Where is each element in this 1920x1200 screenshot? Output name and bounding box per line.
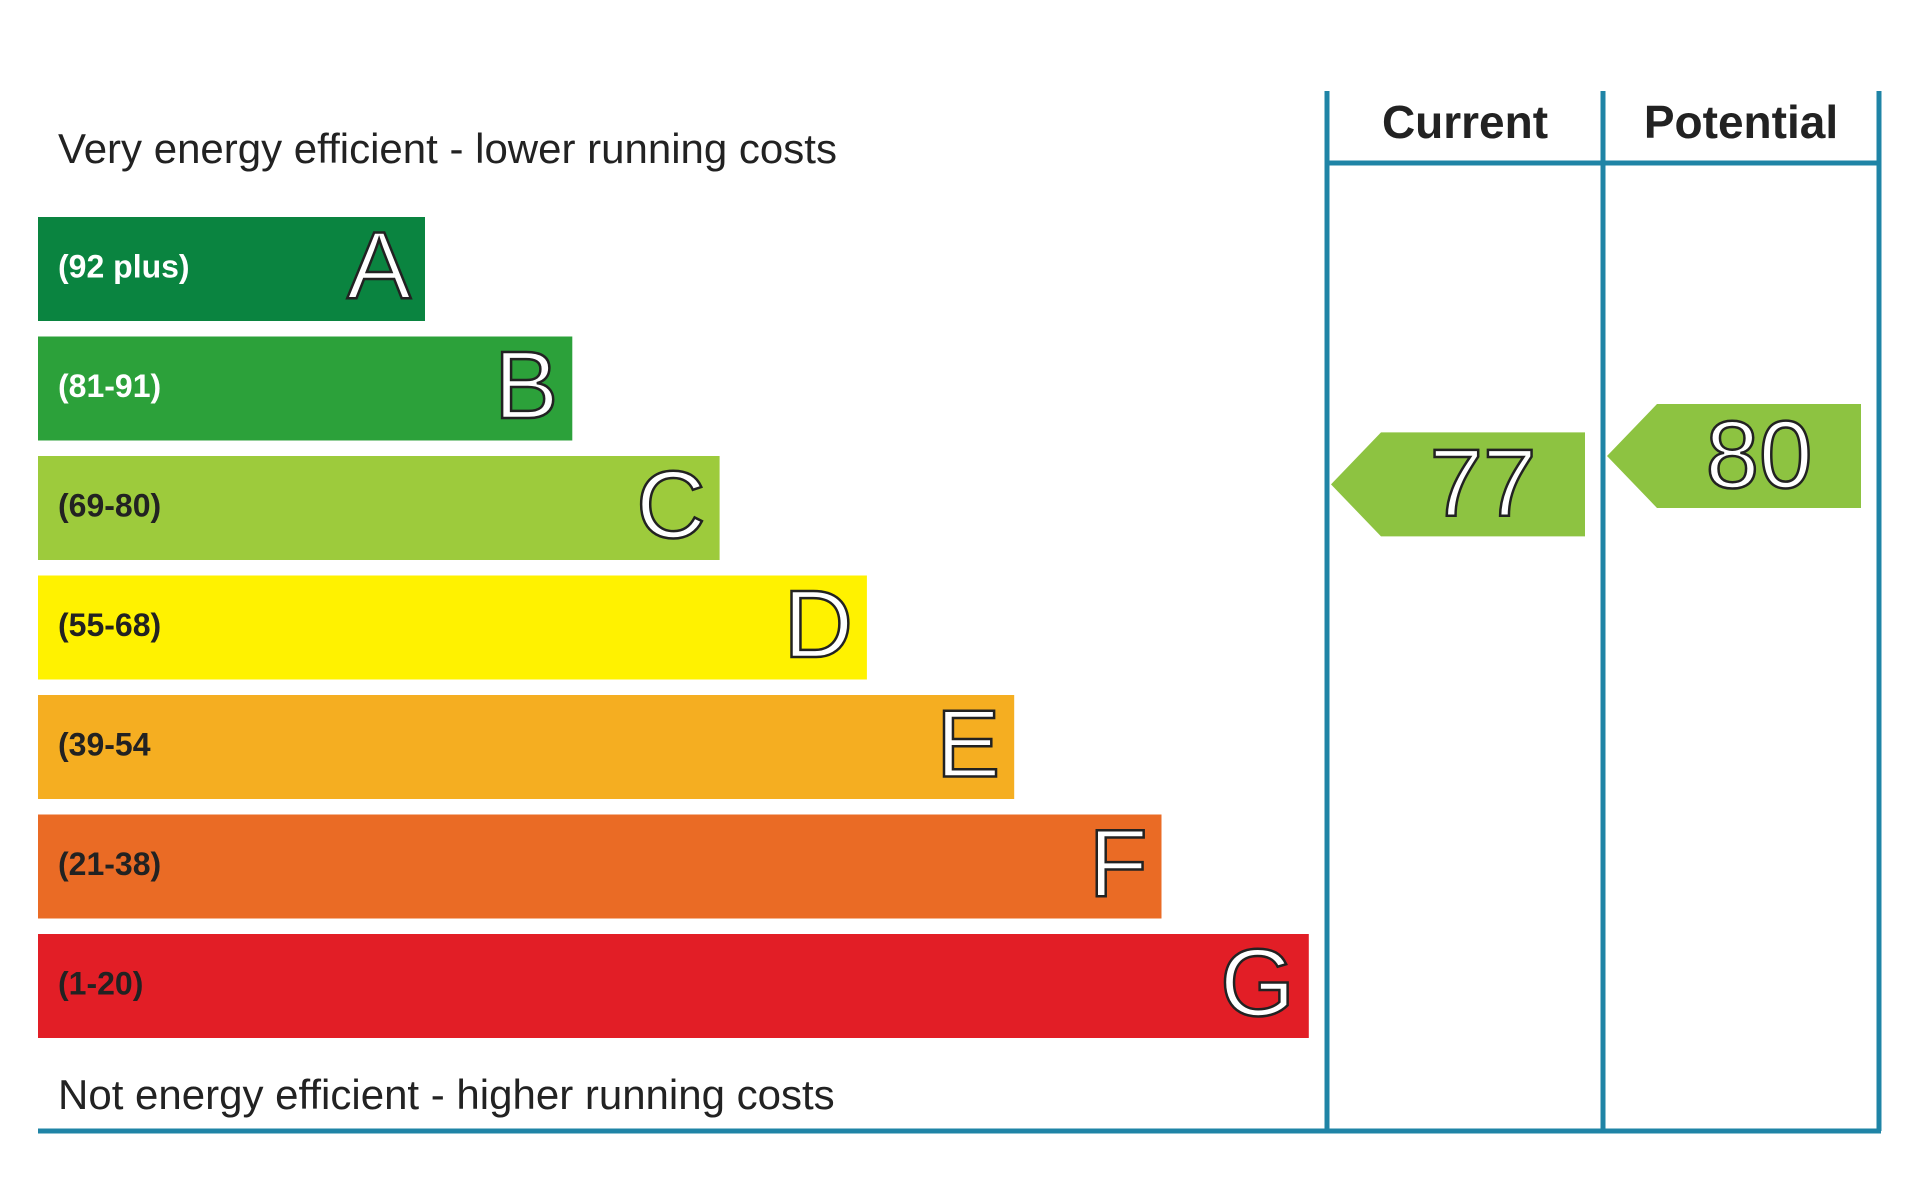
band-range: (39-54: [58, 726, 151, 762]
band-letter: G: [1220, 929, 1295, 1036]
band-letter: F: [1089, 810, 1148, 917]
band-letter: B: [494, 332, 558, 439]
rating-band: [38, 814, 1162, 919]
rating-band: [38, 575, 867, 680]
bottom-label: Not energy efficient - higher running co…: [58, 1071, 835, 1118]
rating-value: 77: [1430, 430, 1537, 537]
rating-band: [38, 456, 720, 560]
band-letter: C: [636, 451, 705, 558]
band-letter: D: [784, 571, 853, 678]
top-label: Very energy efficient - lower running co…: [58, 125, 837, 172]
band-letter: E: [936, 690, 1000, 797]
band-range: (81-91): [58, 368, 161, 404]
rating-arrow: [1607, 404, 1861, 508]
rating-band: [38, 336, 573, 441]
band-letter: A: [347, 212, 411, 319]
rating-band: [38, 695, 1015, 799]
rating-band: [38, 217, 425, 321]
band-range: (69-80): [58, 487, 161, 523]
band-range: (55-68): [58, 607, 161, 643]
rating-value: 80: [1706, 401, 1813, 508]
band-range: (21-38): [58, 846, 161, 882]
column-header: Potential: [1644, 96, 1838, 148]
band-range: (1-20): [58, 965, 143, 1001]
column-header: Current: [1382, 96, 1548, 148]
rating-arrow: [1331, 432, 1585, 537]
band-range: (92 plus): [58, 248, 190, 284]
rating-band: [38, 934, 1309, 1038]
